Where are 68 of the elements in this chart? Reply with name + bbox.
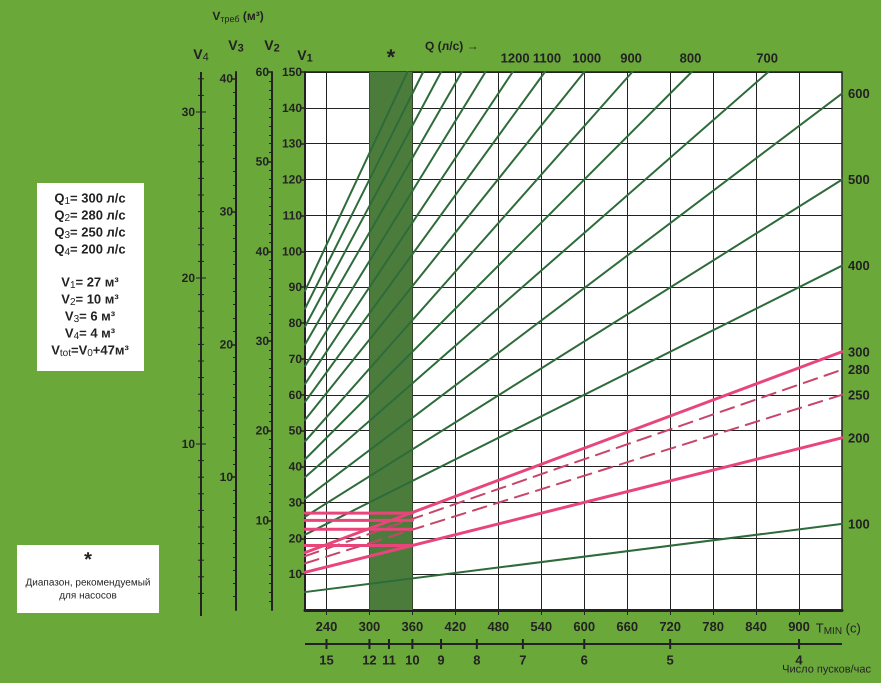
text: * (84, 549, 92, 571)
text: 20 (182, 271, 196, 285)
series-label: 1000 (572, 50, 602, 66)
y-tick-label: 130 (282, 136, 302, 151)
y2-tick-label: 40 (256, 244, 270, 258)
y2-tick-label: 50 (256, 154, 270, 169)
series-label: 100 (848, 516, 870, 532)
x-tick-label: 540 (530, 619, 552, 634)
series-label: 280 (848, 362, 870, 378)
series-label: 300 (848, 344, 870, 360)
y-tick-label: 70 (288, 352, 302, 366)
series-label: 800 (680, 50, 702, 66)
text: 8 (473, 652, 480, 668)
y2-tick-label: 20 (256, 424, 270, 438)
y-tick-label: 30 (288, 495, 302, 510)
series-label: 600 (848, 86, 870, 102)
y2-tick-label: 10 (256, 513, 270, 528)
y-tick-label: 140 (282, 100, 302, 115)
y-tick-label: 80 (288, 316, 302, 330)
text: Диапазон, рекомендуемый (26, 578, 150, 588)
y-tick-label: 100 (282, 244, 302, 258)
y3-tick-label: 30 (220, 204, 234, 218)
text: 10 (405, 652, 420, 668)
text: 12 (362, 652, 377, 668)
y2-tick-label: 60 (256, 65, 270, 79)
series-label: 250 (848, 387, 870, 402)
y-tick-label: 150 (282, 65, 302, 79)
text: 6 (580, 652, 588, 668)
x-tick-label: 780 (702, 619, 724, 634)
x-tick-label: 240 (316, 619, 338, 634)
text: 30 (182, 105, 196, 119)
y-tick-label: 40 (288, 460, 302, 474)
series-label: 1200 (500, 50, 530, 66)
text: для насосов (59, 590, 117, 602)
text: 9 (437, 652, 445, 668)
x-tick-label: 300 (358, 619, 380, 634)
text: 5 (666, 652, 674, 668)
x-tick-label: 900 (788, 619, 810, 634)
y3-tick-label: 20 (220, 337, 234, 352)
y-tick-label: 50 (288, 424, 302, 438)
series-label: 900 (620, 50, 642, 66)
x-tick-label: 720 (659, 619, 682, 634)
series-label: 700 (756, 50, 778, 66)
x-tick-label: 600 (573, 619, 596, 634)
y-tick-label: 120 (282, 172, 302, 187)
text: 7 (519, 652, 526, 668)
text: 10 (182, 437, 196, 451)
y-tick-label: 60 (288, 388, 302, 402)
x-tick-label: 420 (444, 619, 466, 634)
x-tick-label: 480 (487, 619, 510, 634)
y-tick-label: 10 (288, 567, 302, 582)
y-tick-label: 110 (282, 208, 302, 222)
y-tick-label: 90 (288, 280, 302, 294)
text: 15 (319, 652, 334, 668)
y3-tick-label: 10 (220, 470, 234, 484)
x-tick-label: 660 (616, 619, 638, 634)
band-label: * (386, 44, 396, 70)
series-label: 200 (848, 430, 870, 446)
series-label: 1100 (532, 50, 562, 66)
y-tick-label: 20 (288, 531, 302, 546)
series-label: 400 (848, 258, 870, 274)
series-label: 500 (848, 172, 870, 188)
y2-tick-label: 30 (256, 334, 270, 348)
x-tick-label: 840 (745, 619, 767, 634)
x-tick-label: 360 (402, 619, 424, 634)
text: 11 (382, 652, 396, 668)
y3-tick-label: 40 (220, 72, 234, 86)
text: Q (л/с) → (425, 39, 479, 53)
